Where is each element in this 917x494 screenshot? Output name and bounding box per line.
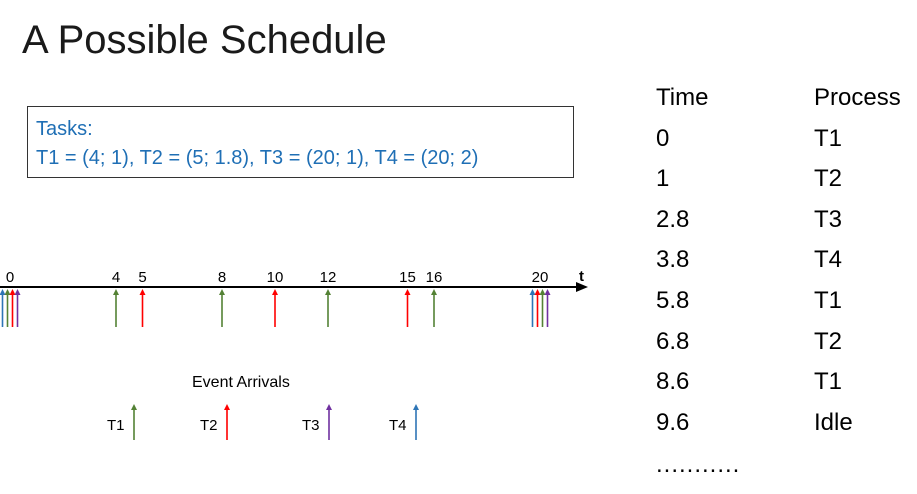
arrival-arrow-t2: [404, 289, 411, 327]
process-cell: T1: [814, 286, 843, 314]
arrival-arrow-t2: [272, 289, 278, 327]
process-cell: T3: [814, 205, 843, 233]
legend-arrow-t1: [131, 404, 137, 440]
legend-label: T2: [200, 417, 218, 434]
tick-label: 8: [218, 269, 226, 286]
arrival-arrow-t3: [544, 289, 551, 327]
page-title: A Possible Schedule: [22, 18, 387, 62]
tick-label: 4: [112, 269, 120, 286]
arrival-arrow-t1: [325, 289, 331, 327]
arrival-arrow-t1: [431, 289, 437, 327]
arrival-arrow-t3: [14, 289, 21, 327]
process-cell: T2: [814, 165, 843, 193]
timeline-diagram: t 0 4 5 8 10 12 15 16 20: [0, 268, 588, 327]
process-cell: T1: [814, 124, 843, 152]
legend-item-t4: T4: [389, 404, 419, 440]
event-arrivals-legend: T1 T2 T3 T4: [107, 404, 419, 440]
legend-arrow-t2: [224, 404, 230, 440]
tick-label: 20: [532, 269, 549, 286]
legend-item-t1: T1: [107, 404, 137, 440]
tick-label: 0: [6, 269, 14, 286]
process-cell: Idle: [814, 408, 853, 436]
column-header-process: Process: [814, 84, 901, 111]
time-cell: 6.8: [656, 327, 690, 355]
tasks-box: Tasks: T1 = (4; 1), T2 = (5; 1.8), T3 = …: [27, 106, 574, 178]
tick-label: 15: [399, 269, 416, 286]
arrival-arrow-t1: [219, 289, 225, 327]
legend-label: T3: [302, 417, 320, 434]
process-cell: T4: [814, 246, 843, 274]
process-cell: T1: [814, 368, 843, 396]
time-cell: 0: [656, 124, 670, 152]
tasks-definition: T1 = (4; 1), T2 = (5; 1.8), T3 = (20; 1)…: [36, 147, 479, 169]
legend-label: T4: [389, 417, 407, 434]
arrival-arrow-t2: [9, 289, 16, 327]
arrival-arrow-t1: [539, 289, 546, 327]
tick-label: 12: [320, 269, 337, 286]
arrival-arrow-t4: [0, 289, 6, 327]
legend-arrow-t4: [413, 404, 419, 440]
column-header-time: Time: [656, 84, 709, 111]
legend-item-t3: T3: [302, 404, 332, 440]
time-cell: 8.6: [656, 368, 690, 396]
legend-arrow-t3: [326, 404, 332, 440]
time-cell: 1: [656, 165, 670, 193]
arrival-arrow-t4: [529, 289, 536, 327]
tick-label: 16: [426, 269, 443, 286]
tick-label: 5: [138, 269, 146, 286]
arrival-arrow-t2: [139, 289, 146, 327]
time-cell: 5.8: [656, 286, 690, 314]
process-cell: T2: [814, 327, 843, 355]
time-cell: 3.8: [656, 246, 690, 274]
arrival-arrow-t1: [4, 289, 11, 327]
arrival-arrow-t2: [534, 289, 541, 327]
axis-label-t: t: [579, 268, 584, 285]
arrival-arrow-t1: [113, 289, 119, 327]
schedule-continuation: ...........: [656, 451, 741, 478]
legend-item-t2: T2: [200, 404, 230, 440]
legend-title: Event Arrivals: [192, 374, 290, 391]
legend-label: T1: [107, 417, 125, 434]
tick-label: 10: [267, 269, 284, 286]
tasks-heading: Tasks:: [36, 118, 93, 140]
time-axis: [0, 282, 588, 292]
time-cell: 9.6: [656, 408, 690, 436]
time-cell: 2.8: [656, 205, 690, 233]
